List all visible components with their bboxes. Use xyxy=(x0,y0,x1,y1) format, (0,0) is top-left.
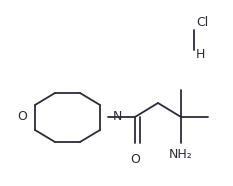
Text: H: H xyxy=(196,49,205,62)
Text: O: O xyxy=(130,153,140,166)
Text: NH₂: NH₂ xyxy=(169,148,193,161)
Text: N: N xyxy=(113,110,122,124)
Text: Cl: Cl xyxy=(196,17,208,30)
Text: O: O xyxy=(17,110,27,124)
